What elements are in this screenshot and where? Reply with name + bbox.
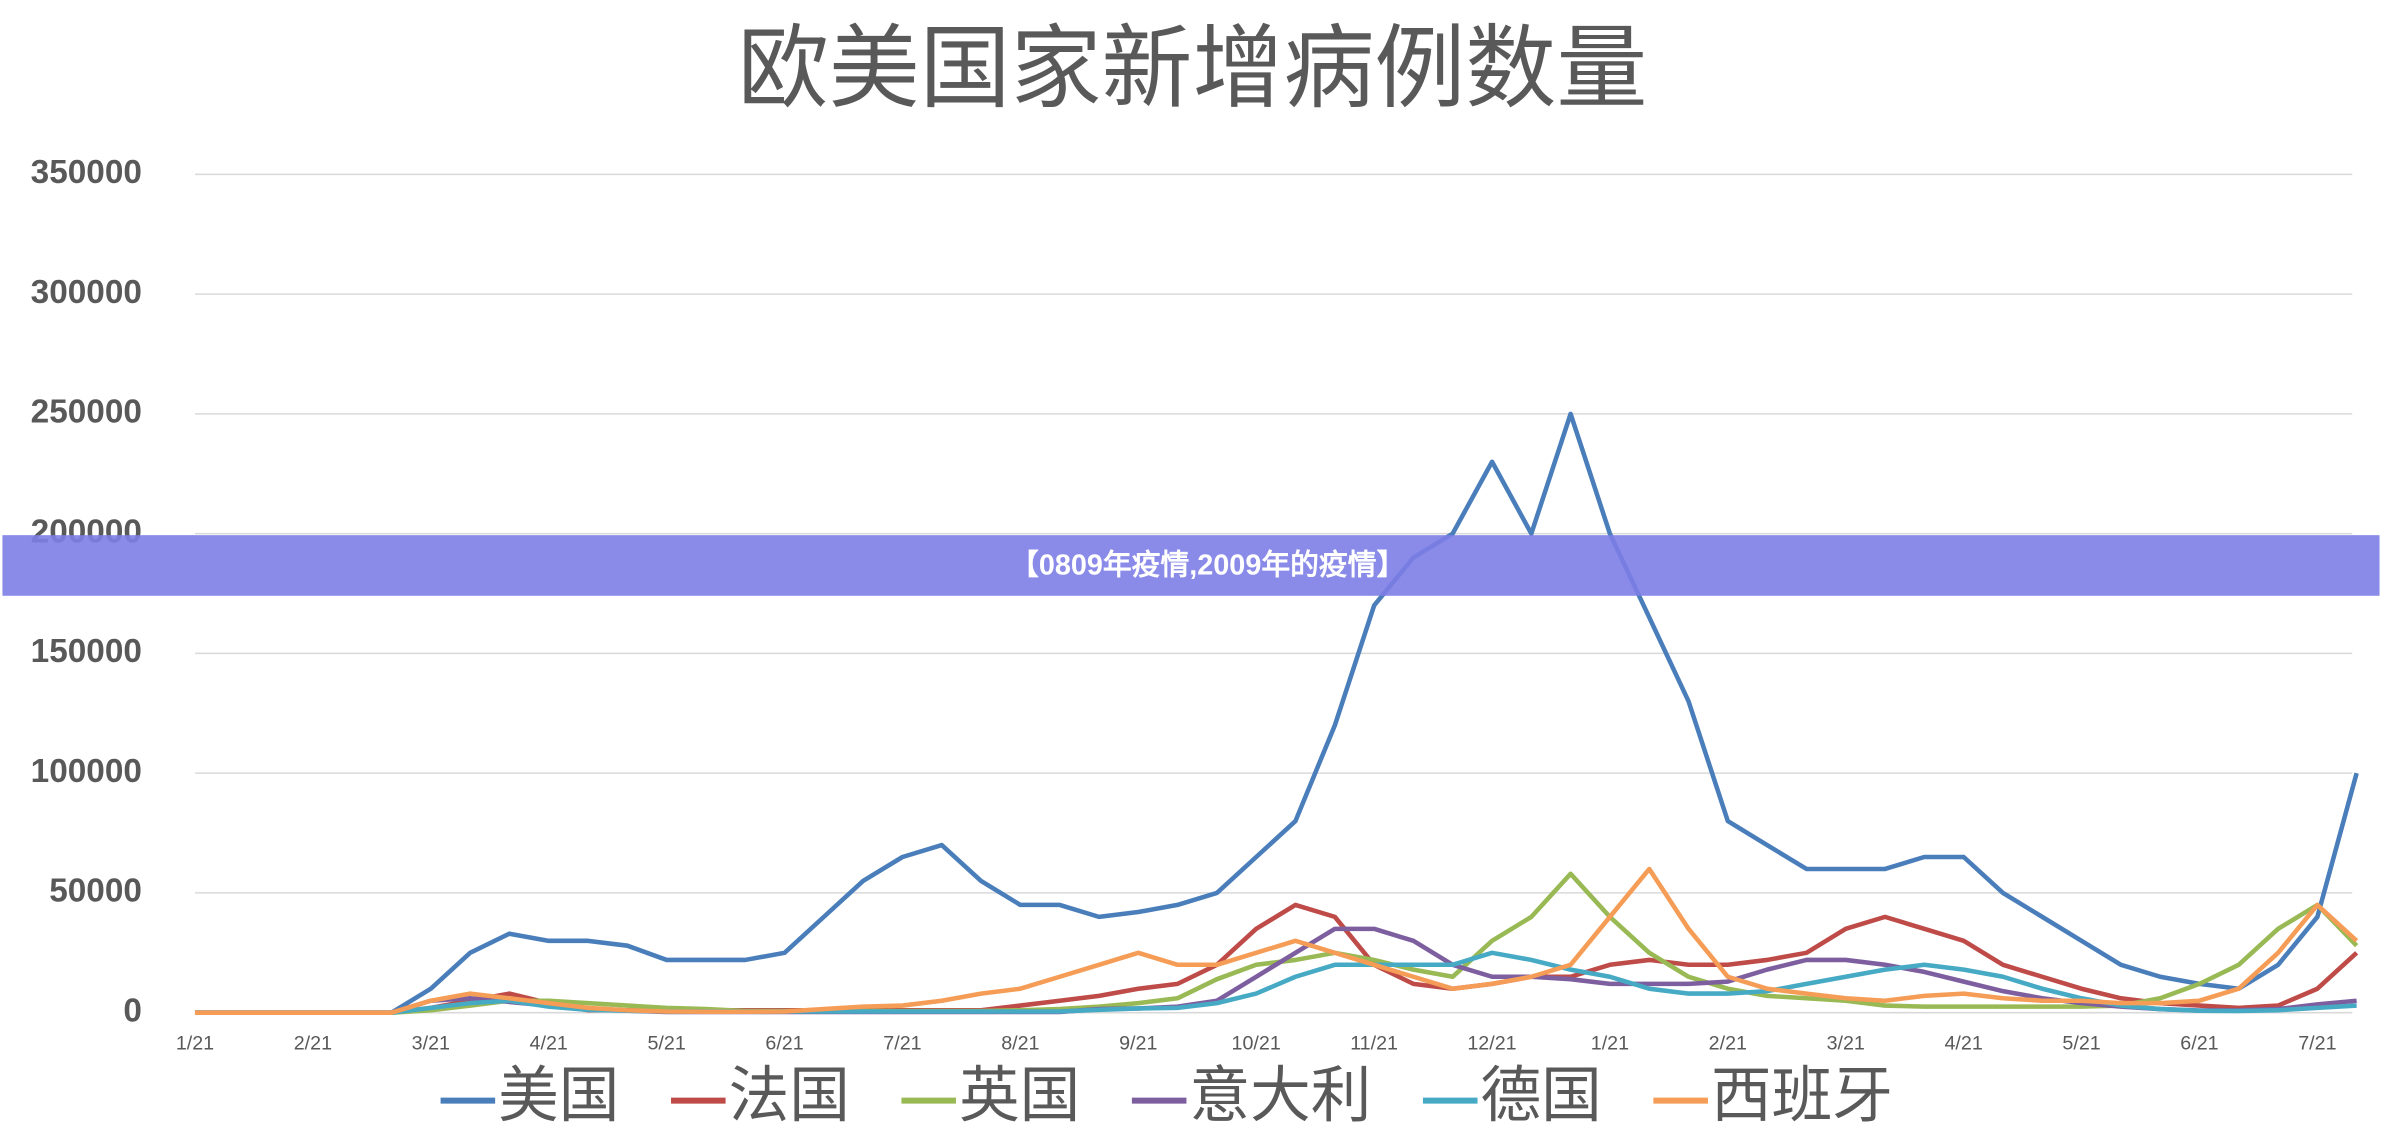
x-tick-label: 6/21 — [765, 1033, 803, 1055]
x-tick-label: 3/21 — [1827, 1033, 1865, 1055]
x-tick-label: 2/21 — [294, 1033, 332, 1055]
x-tick-label: 4/21 — [1944, 1033, 1982, 1055]
y-tick-label: 0 — [123, 993, 142, 1030]
x-tick-label: 6/21 — [2180, 1033, 2218, 1055]
y-tick-label: 300000 — [31, 274, 142, 311]
x-tick-label: 2/21 — [1709, 1033, 1747, 1055]
x-tick-label: 7/21 — [2298, 1033, 2336, 1055]
legend-label: 美国 — [498, 1061, 619, 1131]
legend-label: 意大利 — [1189, 1061, 1371, 1131]
x-tick-label: 11/21 — [1350, 1033, 1398, 1055]
series-line — [194, 871, 2359, 1015]
y-tick-label: 350000 — [31, 154, 142, 191]
series-line — [194, 411, 2359, 1015]
banner-band — [2, 535, 2380, 596]
legend-label: 西班牙 — [1711, 1061, 1893, 1131]
x-tick-label: 8/21 — [1001, 1033, 1039, 1055]
x-tick-label: 9/21 — [1119, 1033, 1157, 1055]
x-tick-label: 4/21 — [530, 1033, 568, 1055]
x-tick-label: 12/21 — [1467, 1033, 1516, 1055]
legend-label: 英国 — [959, 1061, 1080, 1131]
x-tick-label: 5/21 — [2062, 1033, 2100, 1055]
y-tick-label: 150000 — [31, 633, 142, 670]
x-tick-label: 10/21 — [1232, 1033, 1281, 1055]
x-tick-label: 1/21 — [1591, 1033, 1629, 1055]
chart-title: 欧美国家新增病例数量 — [738, 17, 1648, 122]
legend-label: 法国 — [729, 1061, 850, 1131]
banner-text: 【0809年疫情,2009年的疫情】 — [1010, 549, 1405, 582]
y-tick-label: 250000 — [31, 394, 142, 431]
y-tick-label: 50000 — [49, 873, 142, 910]
x-tick-label: 3/21 — [412, 1033, 450, 1055]
x-tick-label: 7/21 — [883, 1033, 921, 1055]
x-tick-label: 1/21 — [176, 1033, 214, 1055]
legend-label: 德国 — [1481, 1061, 1602, 1131]
x-tick-label: 5/21 — [647, 1033, 685, 1055]
y-tick-label: 100000 — [31, 753, 142, 790]
series-line — [194, 866, 2359, 1015]
series-line — [194, 950, 2357, 1015]
